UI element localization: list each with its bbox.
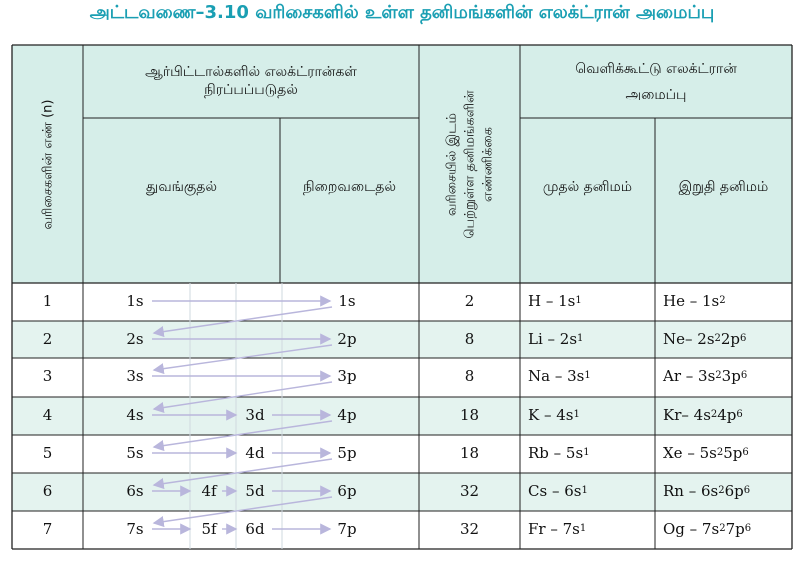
last-element-config: Ar – 3s 2 3p 6 [663, 367, 748, 385]
orbital-start: 2s [126, 330, 144, 348]
first-element-config: Li – 2s 1 [528, 330, 584, 348]
orbital-start: 4s [126, 406, 144, 424]
last-element-config: Xe – 5s 2 5p 6 [663, 444, 749, 462]
period-number: 1 [42, 292, 53, 310]
period-number: 5 [42, 444, 53, 462]
row-stripe [12, 397, 792, 435]
orbital-start: 6s [126, 482, 144, 500]
orbital-end: 1s [338, 292, 356, 310]
first-element-config: Cs – 6s 1 [528, 482, 588, 500]
element-count: 32 [459, 520, 480, 538]
orbital-end: 6p [337, 482, 357, 500]
period-number: 2 [42, 330, 53, 348]
arrow-return-6 [152, 496, 333, 528]
orbital-end: 2p [337, 330, 357, 348]
orbital-intermediate-d: 3d [245, 406, 265, 424]
header-valence-config-line-2: அமைப்பு [625, 86, 687, 103]
orbital-intermediate-d: 5d [245, 482, 265, 500]
header-orbital-filling: ஆர்பிட்டால்களில் எலக்ட்ரான்கள் நிரப்பப்ப… [145, 63, 357, 98]
arrow-return-2 [152, 344, 333, 375]
header-valence-config-line-1: வெளிக்கூட்டு எலக்ட்ரான் [575, 60, 737, 77]
arrow-return-3 [152, 381, 333, 414]
element-count: 32 [459, 482, 480, 500]
table-title: அட்டவணை–3.10 வரிசைகளில் உள்ள தனிமங்களின்… [89, 2, 715, 23]
row-stripe [12, 473, 792, 511]
orbital-intermediate-d: 4d [245, 444, 265, 462]
arrow-return-5 [152, 458, 333, 490]
period-number: 6 [42, 482, 53, 500]
arrow-return-1 [152, 306, 333, 338]
element-count: 8 [464, 367, 475, 385]
header-valence-config: வெளிக்கூட்டு எலக்ட்ரான் அமைப்பு [520, 45, 792, 118]
last-element-config: Ne– 2s 2 2p 6 [663, 330, 747, 348]
header-first-element: முதல் தனிமம் [542, 179, 633, 195]
orbital-start: 5s [126, 444, 144, 462]
last-element-config: Kr– 4s 2 4p 6 [663, 406, 743, 424]
arrow-return-4 [152, 420, 333, 452]
orbital-intermediate-f: 4f [201, 482, 217, 500]
period-number: 7 [42, 520, 53, 538]
last-element-config: Og – 7s 2 7p 6 [663, 520, 752, 538]
element-count: 18 [459, 406, 480, 424]
last-element-config: Rn – 6s 2 6p 6 [663, 482, 751, 500]
header-complete: நிறைவடைதல் [303, 179, 396, 195]
orbital-start: 1s [126, 292, 144, 310]
row-stripe [12, 321, 792, 358]
header-last-element: இறுதி தனிமம் [678, 179, 769, 195]
orbital-end: 4p [337, 406, 357, 424]
last-element-config: He – 1s 2 [663, 292, 726, 310]
element-count: 18 [459, 444, 480, 462]
first-element-config: Na – 3s 1 [528, 367, 591, 385]
orbital-start: 7s [126, 520, 144, 538]
element-count: 2 [464, 292, 475, 310]
element-count: 8 [464, 330, 475, 348]
orbital-end: 7p [337, 520, 357, 538]
first-element-config: H – 1s 1 [528, 292, 582, 310]
orbital-end: 3p [337, 367, 357, 385]
first-element-config: Rb – 5s 1 [528, 444, 590, 462]
orbital-end: 5p [337, 444, 357, 462]
orbital-start: 3s [126, 367, 144, 385]
orbital-intermediate-d: 6d [245, 520, 265, 538]
period-number: 4 [42, 406, 53, 424]
first-element-config: K – 4s 1 [528, 406, 580, 424]
first-element-config: Fr – 7s 1 [528, 520, 587, 538]
header-start: துவங்குதல் [146, 179, 217, 195]
orbital-intermediate-f: 5f [201, 520, 217, 538]
period-number: 3 [42, 367, 53, 385]
header-background [12, 45, 792, 283]
